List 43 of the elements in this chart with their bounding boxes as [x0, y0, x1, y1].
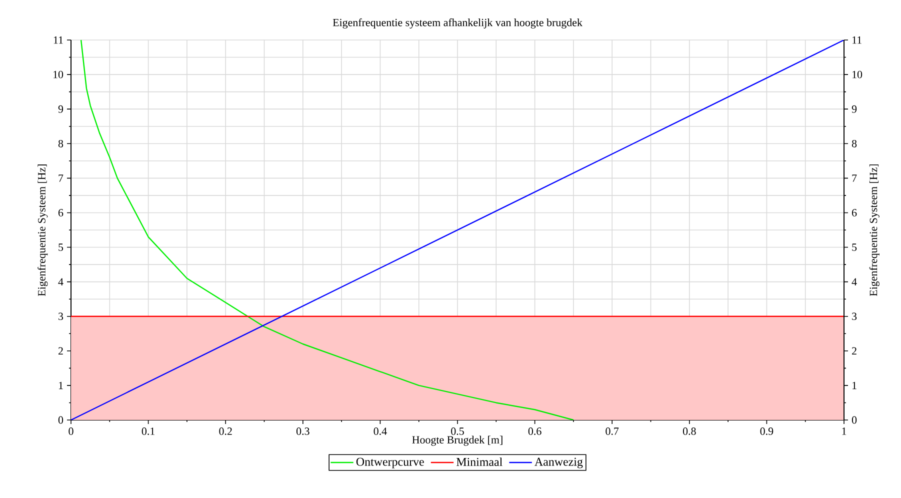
y2-tick-label: 5	[852, 244, 857, 251]
legend-label: Ontwerpcurve	[356, 458, 424, 468]
x-tick-label: 0.7	[606, 428, 619, 435]
y-tick-label: 5	[58, 244, 64, 251]
y-tick-label: 2	[58, 347, 63, 355]
y-axis-title: Eigenfrequentie Systeem [Hz]	[38, 164, 48, 296]
legend-label: Aanwezig	[534, 458, 583, 468]
y2-tick-label: 10	[852, 70, 862, 78]
y2-tick-label: 7	[852, 174, 857, 182]
y2-axis-title: Eigenfrequentie Systeem [Hz]	[869, 164, 880, 296]
x-tick-label: 0	[68, 428, 74, 435]
y2-tick-label: 3	[852, 312, 857, 320]
y-tick-label: 7	[58, 174, 64, 182]
y2-tick-label: 1	[852, 382, 856, 390]
line-series	[80, 40, 574, 420]
y2-tick-label: 4	[852, 278, 857, 286]
y-tick-label: 8	[58, 140, 64, 148]
x-tick-label: 0.5	[451, 428, 464, 435]
x-tick-label: 0.9	[760, 428, 774, 435]
y2-tick-label: 9	[852, 105, 857, 113]
y-tick-label: 3	[58, 312, 64, 320]
y2-tick-label: 0	[852, 416, 857, 424]
x-tick-label: 0.1	[142, 428, 154, 435]
y2-tick-label: 11	[852, 36, 862, 44]
y2-tick-label: 2	[852, 347, 856, 355]
x-tick-label: 0.2	[219, 428, 232, 435]
y2-tick-label: 8	[852, 140, 857, 148]
x-tick-label: 1	[842, 428, 846, 435]
chart-title: Eigenfrequentie systeem afhankelijk van hoogte brugdek	[332, 18, 582, 28]
x-tick-label: 0.4	[374, 428, 387, 435]
x-axis-title: Hoogte Brugdek [m]	[412, 436, 502, 446]
y-tick-label: 0	[58, 416, 64, 424]
y-tick-label: 1	[58, 382, 63, 390]
x-tick-label: 0.3	[296, 428, 310, 435]
y-tick-label: 10	[53, 70, 64, 78]
y-tick-label: 4	[58, 278, 64, 286]
y2-tick-label: 6	[852, 209, 857, 216]
y-tick-label: 11	[54, 36, 63, 44]
y-tick-label: 9	[58, 105, 64, 113]
y-tick-label: 6	[58, 209, 64, 216]
x-tick-label: 0.6	[528, 428, 542, 435]
x-tick-label: 0.8	[682, 428, 696, 435]
legend-label: Minimaal	[456, 458, 502, 466]
